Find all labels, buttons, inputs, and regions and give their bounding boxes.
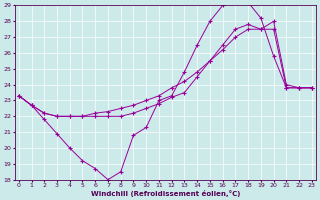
X-axis label: Windchill (Refroidissement éolien,°C): Windchill (Refroidissement éolien,°C) — [91, 190, 240, 197]
